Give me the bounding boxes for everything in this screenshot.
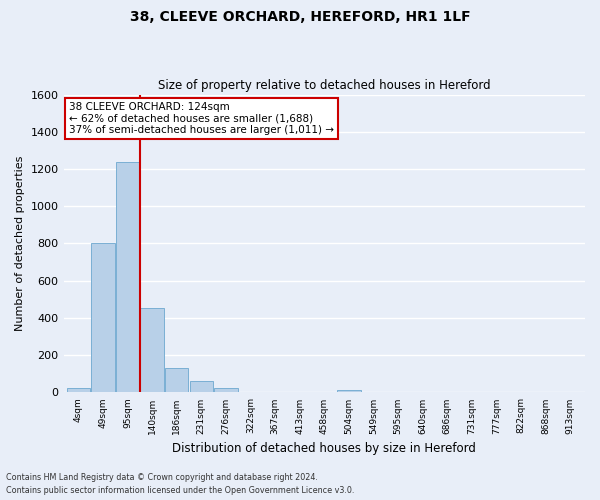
Bar <box>140 308 164 392</box>
Bar <box>214 388 238 392</box>
Bar <box>165 368 188 392</box>
Text: 38 CLEEVE ORCHARD: 124sqm
← 62% of detached houses are smaller (1,688)
37% of se: 38 CLEEVE ORCHARD: 124sqm ← 62% of detac… <box>69 102 334 135</box>
Bar <box>337 390 361 392</box>
X-axis label: Distribution of detached houses by size in Hereford: Distribution of detached houses by size … <box>172 442 476 455</box>
Bar <box>91 244 115 392</box>
Bar <box>116 162 139 392</box>
Title: Size of property relative to detached houses in Hereford: Size of property relative to detached ho… <box>158 79 491 92</box>
Bar <box>190 380 213 392</box>
Bar <box>67 388 90 392</box>
Y-axis label: Number of detached properties: Number of detached properties <box>15 156 25 331</box>
Text: 38, CLEEVE ORCHARD, HEREFORD, HR1 1LF: 38, CLEEVE ORCHARD, HEREFORD, HR1 1LF <box>130 10 470 24</box>
Text: Contains HM Land Registry data © Crown copyright and database right 2024.
Contai: Contains HM Land Registry data © Crown c… <box>6 474 355 495</box>
